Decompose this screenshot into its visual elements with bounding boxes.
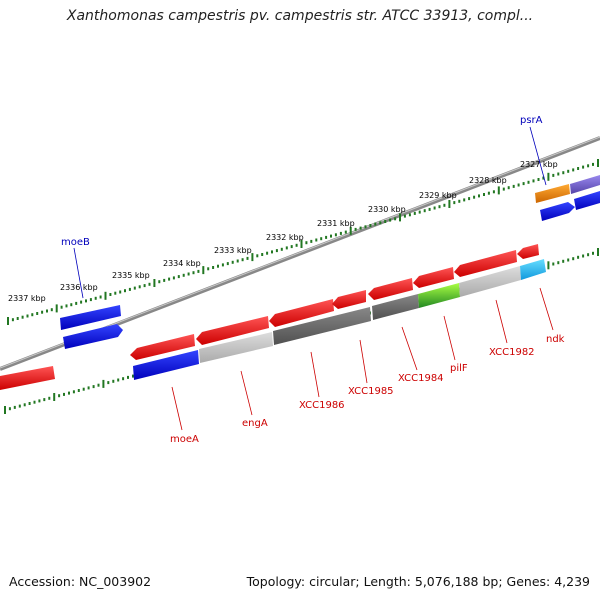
- label-pilF[interactable]: pilF: [450, 363, 468, 374]
- gene-ndk[interactable]: [517, 244, 539, 259]
- label-XCC1982[interactable]: XCC1982: [489, 347, 535, 358]
- cds-XCC1986[interactable]: [273, 307, 371, 345]
- kbp-label: 2334 kbp: [163, 259, 201, 268]
- label-engA[interactable]: engA: [242, 418, 268, 429]
- cds-XCC1982[interactable]: [459, 266, 521, 297]
- cds-moeA[interactable]: [133, 350, 199, 380]
- gene-blue-right-b[interactable]: [574, 191, 600, 210]
- kbp-label: 2331 kbp: [317, 219, 355, 228]
- label-ndk[interactable]: ndk: [546, 334, 565, 345]
- kbp-label: 2327 kbp: [520, 160, 558, 169]
- kbp-label: 2330 kbp: [368, 205, 406, 214]
- gene-XCC1982[interactable]: [454, 250, 517, 277]
- cds-pilF[interactable]: [418, 283, 460, 308]
- gene-moeA[interactable]: [130, 334, 195, 360]
- genome-summary-text: Topology: circular; Length: 5,076,188 bp…: [246, 574, 590, 589]
- gene-blue-right-a[interactable]: [540, 202, 575, 221]
- cds-engA[interactable]: [199, 332, 273, 363]
- map-title: Xanthomonas campestris pv. campestris st…: [66, 8, 534, 24]
- label-XCC1985[interactable]: XCC1985: [348, 386, 394, 397]
- gene-red-left-edge[interactable]: [0, 366, 55, 390]
- kbp-label: 2337 kbp: [8, 294, 46, 303]
- gene-blue-left[interactable]: [63, 324, 123, 349]
- kbp-scale: 2337 kbp 2336 kbp 2335 kbp 2334 kbp 2333…: [8, 160, 558, 303]
- kbp-label: 2328 kbp: [469, 176, 507, 185]
- gene-moeB[interactable]: [60, 305, 121, 330]
- label-moeA[interactable]: moeA: [170, 434, 199, 445]
- label-leaders: [171, 287, 554, 431]
- kbp-label: 2332 kbp: [266, 233, 304, 242]
- gene-engA[interactable]: [196, 316, 269, 345]
- cds-XCC1984[interactable]: [372, 294, 419, 320]
- gene-XCC1986[interactable]: [269, 299, 334, 327]
- gene-psrA[interactable]: [535, 184, 570, 203]
- label-moeB[interactable]: moeB: [61, 237, 90, 248]
- cds-ndk[interactable]: [520, 259, 546, 280]
- kbp-label: 2329 kbp: [419, 191, 457, 200]
- label-psrA[interactable]: psrA: [520, 115, 543, 126]
- gene-pilF[interactable]: [413, 267, 454, 288]
- kbp-label: 2335 kbp: [112, 271, 150, 280]
- label-XCC1984[interactable]: XCC1984: [398, 373, 444, 384]
- label-XCC1986[interactable]: XCC1986: [299, 400, 345, 411]
- kbp-label: 2336 kbp: [60, 283, 98, 292]
- gene-XCC1985[interactable]: [332, 290, 366, 309]
- accession-text: Accession: NC_003902: [9, 574, 152, 589]
- outer-tick-row: [7, 159, 599, 325]
- gene-purple-right[interactable]: [570, 175, 600, 194]
- label-leaders-blue: [73, 126, 547, 299]
- kbp-label: 2333 kbp: [214, 246, 252, 255]
- gene-XCC1984[interactable]: [368, 278, 413, 300]
